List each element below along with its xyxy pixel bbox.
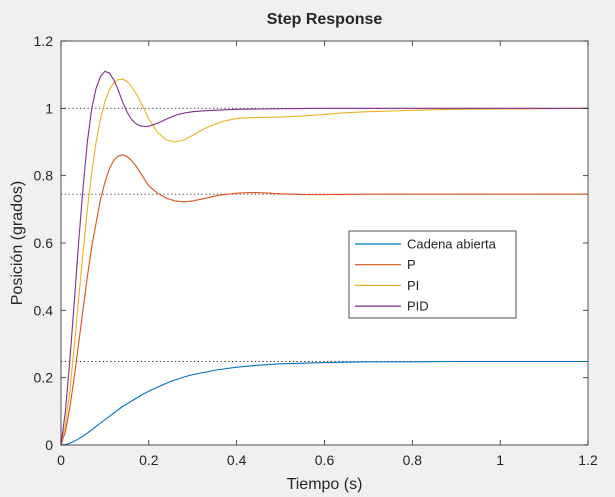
chart-title: Step Response xyxy=(267,11,383,28)
y-axis-label: Posición (grados) xyxy=(9,181,26,306)
y-tick-label: 0.2 xyxy=(34,370,54,386)
series-line-pi xyxy=(60,78,589,446)
y-axis: 0 0.2 0.4 0.6 0.8 1 1.2 xyxy=(34,33,588,453)
series-line-pid xyxy=(60,70,588,446)
y-tick-label: 0 xyxy=(45,437,53,453)
x-tick-label: 1 xyxy=(496,452,504,468)
legend: Cadena abierta P PI PID xyxy=(348,230,517,319)
legend-box xyxy=(348,230,517,319)
y-tick-label: 1.2 xyxy=(34,33,54,49)
legend-label-cadena-abierta: Cadena abierta xyxy=(407,237,497,252)
legend-label-pid: PID xyxy=(407,299,429,314)
x-tick-label: 0.4 xyxy=(227,452,247,468)
x-tick-label: 0.8 xyxy=(403,452,423,468)
y-tick-label: 0.4 xyxy=(34,302,54,318)
series-line-cadena-abierta xyxy=(60,360,588,446)
legend-label-p: P xyxy=(407,257,416,272)
series-lines xyxy=(60,70,589,446)
steady-state-reference-lines xyxy=(61,107,588,362)
x-axis: 0 0.2 0.4 0.6 0.8 1 1.2 xyxy=(57,41,598,468)
y-tick-label: 0.8 xyxy=(34,168,54,184)
legend-label-pi: PI xyxy=(407,278,419,293)
y-tick-label: 1 xyxy=(45,100,53,116)
x-tick-label: 0.2 xyxy=(139,452,159,468)
series-line-p xyxy=(60,154,588,446)
y-tick-label: 0.6 xyxy=(34,235,54,251)
x-tick-label: 0.6 xyxy=(315,452,335,468)
x-tick-label: 1.2 xyxy=(578,452,598,468)
x-tick-label: 0 xyxy=(57,452,65,468)
x-axis-label: Tiempo (s) xyxy=(287,476,363,493)
